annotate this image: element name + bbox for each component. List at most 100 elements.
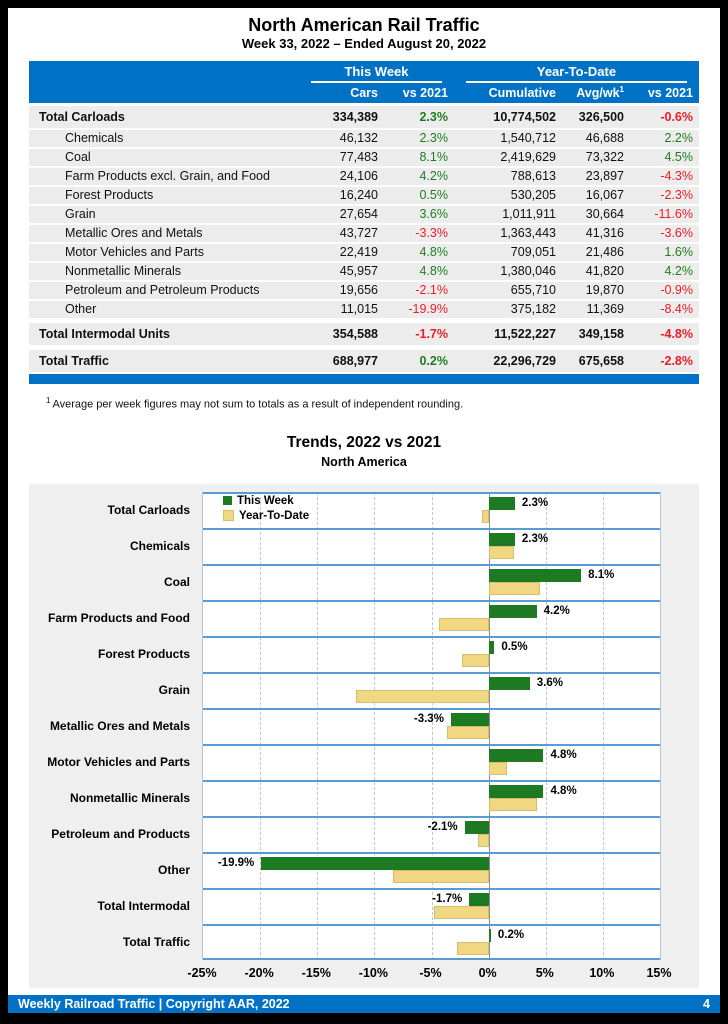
year-to-date-bar [481, 509, 489, 523]
avg-per-week-value: 349,158 [563, 320, 634, 347]
category-separator-line [203, 779, 660, 782]
ytd-vs2021-value: -2.3% [633, 187, 699, 206]
ytd-vs2021-value: -4.8% [633, 320, 699, 347]
bar-value-label: 4.8% [550, 784, 577, 797]
chart-subtitle: North America [321, 454, 407, 469]
category-separator-line [203, 815, 660, 818]
year-to-date-bar [488, 581, 541, 595]
table-row: Metallic Ores and Metals 43,727 -3.3% 1,363… [28, 225, 699, 244]
row-label: Chemicals [28, 130, 299, 149]
chart-category-label: Coal [163, 574, 190, 589]
cumulative-value: 655,710 [453, 282, 564, 301]
cumulative-value: 788,613 [453, 168, 564, 187]
cars-value: 688,977 [298, 347, 384, 374]
this-week-bar [488, 928, 491, 942]
cumulative-value: 709,051 [453, 244, 564, 263]
week-vs2021-value: 0.5% [383, 187, 454, 206]
week-vs2021-value: 2.3% [383, 103, 454, 130]
footnote: 1 Average per week figures may not sum to… [46, 396, 464, 411]
chart-category-label: Petroleum and Products [51, 826, 190, 841]
row-label: Other [28, 301, 299, 320]
avg-per-week-value: 11,369 [563, 301, 634, 320]
row-label: Petroleum and Petroleum Products [28, 282, 299, 301]
avg-per-week-value: 41,316 [563, 225, 634, 244]
this-week-bar [469, 892, 489, 906]
category-separator-line [203, 527, 660, 530]
chart-x-axis: -25% -20% -15% -10% -5% 0% 5% 10% 15% [187, 960, 671, 986]
cars-value: 77,483 [298, 149, 384, 168]
col-header-avgwk: Avg/wk1 [563, 83, 634, 103]
week-vs2021-value: -19.9% [383, 301, 454, 320]
ytd-vs2021-value: -3.6% [633, 225, 699, 244]
x-axis-tick-label: -15% [301, 965, 331, 980]
cumulative-value: 1,540,712 [453, 130, 564, 149]
week-vs2021-value: -1.7% [383, 320, 454, 347]
table-group-header-row: This Week Year-To-Date [28, 61, 699, 83]
category-separator-line [203, 743, 660, 746]
row-label: Metallic Ores and Metals [28, 225, 299, 244]
year-to-date-bar [356, 689, 489, 703]
cars-value: 334,389 [298, 103, 384, 130]
gridline [317, 491, 319, 960]
chart-category-label: Nonmetallic Minerals [69, 790, 190, 805]
week-vs2021-value: 3.6% [383, 206, 454, 225]
chart-category-label: Metallic Ores and Metals [49, 718, 190, 733]
row-label: Total Intermodal Units [28, 320, 299, 347]
chart-category-label: Forest Products [97, 646, 190, 661]
year-to-date-bar [447, 725, 489, 739]
table-row: Motor Vehicles and Parts 22,419 4.8% 709,05… [28, 244, 699, 263]
week-vs2021-value: 4.8% [383, 263, 454, 282]
category-separator-line [203, 851, 660, 854]
year-to-date-bar [478, 833, 489, 847]
year-to-date-bar [488, 761, 507, 775]
bar-value-label: 2.3% [521, 532, 549, 545]
this-week-bar [450, 712, 489, 726]
table-row: Total Carloads 334,389 2.3% 10,774,502 326,5… [28, 103, 699, 130]
year-to-date-bar [392, 869, 489, 883]
x-axis-tick-label: -20% [244, 965, 274, 980]
avg-per-week-value: 73,322 [563, 149, 634, 168]
chart-legend: This Week Year-To-Date [223, 495, 309, 525]
cumulative-value: 22,296,729 [453, 347, 564, 374]
category-separator-line [203, 707, 660, 710]
x-axis-tick-label: 5% [535, 965, 554, 980]
chart-category-label: Grain [158, 682, 190, 697]
bar-value-label: 8.1% [588, 568, 615, 581]
table-row: Coal 77,483 8.1% 2,419,629 73,322 4.5% [28, 149, 699, 168]
page-number: 4 [703, 997, 710, 1011]
col-header-week-vs2021: vs 2021 [383, 83, 454, 103]
avg-per-week-value: 326,500 [563, 103, 634, 130]
avg-per-week-value: 30,664 [563, 206, 634, 225]
ytd-vs2021-value: 2.2% [633, 130, 699, 149]
this-week-bar [488, 676, 530, 690]
legend-item-year-to-date: Year-To-Date [223, 510, 309, 522]
week-vs2021-value: 0.2% [383, 347, 454, 374]
table-row: Farm Products excl. Grain, and Food 24,10… [28, 168, 699, 187]
bar-value-label: -1.7% [432, 892, 463, 905]
group-header-ytd: Year-To-Date [453, 61, 699, 83]
bar-value-label: 3.6% [536, 676, 563, 689]
cars-value: 354,588 [298, 320, 384, 347]
table-row: Other 11,015 -19.9% 375,182 11,369 -8.4% [28, 301, 699, 320]
cars-value: 43,727 [298, 225, 384, 244]
report-page: North American Rail Traffic Week 33, 202… [8, 8, 720, 1013]
cumulative-value: 11,522,227 [453, 320, 564, 347]
cars-value: 22,419 [298, 244, 384, 263]
table-bottom-bar [29, 374, 699, 384]
week-vs2021-value: 2.3% [383, 130, 454, 149]
gridline [260, 491, 262, 960]
week-vs2021-value: 4.8% [383, 244, 454, 263]
x-axis-tick-label: 10% [589, 965, 615, 980]
cumulative-value: 10,774,502 [453, 103, 564, 130]
gridline [431, 491, 433, 960]
avg-per-week-value: 675,658 [563, 347, 634, 374]
year-to-date-bar [462, 653, 489, 667]
week-vs2021-value: 4.2% [383, 168, 454, 187]
cars-value: 45,957 [298, 263, 384, 282]
traffic-table-body: Total Carloads 334,389 2.3% 10,774,502 326,5… [28, 103, 699, 374]
avg-per-week-value: 46,688 [563, 130, 634, 149]
bar-value-label: 0.2% [497, 928, 525, 941]
cars-value: 16,240 [298, 187, 384, 206]
table-column-header-row: Cars vs 2021 Cumulative Avg/wk1 vs 2021 [28, 83, 699, 103]
chart-plot-area: This Week Year-To-Date 2.3% 2.3% 8.1% 4.2% 0… [202, 491, 661, 960]
